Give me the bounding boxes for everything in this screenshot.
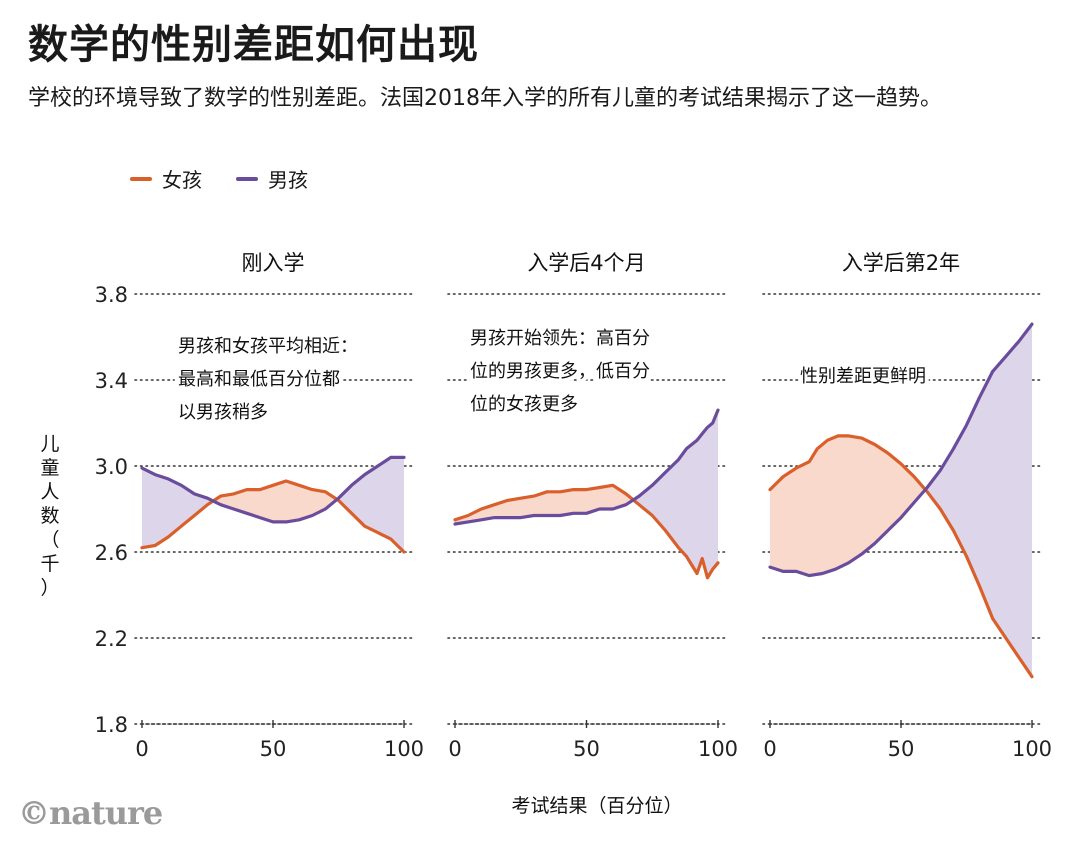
page-title: 数学的性别差距如何出现 bbox=[28, 22, 479, 68]
y-tick-label: 3.4 bbox=[95, 369, 128, 393]
series-line-girls bbox=[453, 483, 720, 580]
gap-area-girls-ahead bbox=[455, 485, 634, 525]
x-tick-label: 50 bbox=[888, 737, 915, 761]
y-axis-label-char: 童 bbox=[40, 457, 59, 479]
panel-annotation-line: 最高和最低百分位都 bbox=[178, 369, 340, 390]
legend-label-boys: 男孩 bbox=[268, 168, 308, 192]
panel-annotation-line: 位的女孩更多 bbox=[470, 394, 578, 415]
gap-area-boys-ahead bbox=[337, 457, 404, 552]
panel-title: 入学后4个月 bbox=[527, 251, 645, 275]
y-axis-label-char: ） bbox=[40, 577, 59, 599]
series-line-boys bbox=[140, 455, 406, 524]
panel-annotation-line: 位的男孩更多，低百分 bbox=[470, 361, 650, 382]
y-axis-label-char: （ bbox=[40, 529, 59, 551]
panel-title: 入学后第2年 bbox=[842, 251, 960, 275]
x-tick-label: 50 bbox=[260, 737, 287, 761]
y-axis-label-char: 儿 bbox=[40, 433, 59, 455]
y-axis-label-char: 人 bbox=[40, 481, 59, 503]
y-tick-label: 2.6 bbox=[95, 541, 128, 565]
page-subtitle: 学校的环境导致了数学的性别差距。法国2018年入学的所有儿童的考试结果揭示了这一… bbox=[28, 86, 942, 111]
panel-title: 刚入学 bbox=[242, 251, 305, 275]
x-tick-label: 0 bbox=[763, 737, 776, 761]
legend-item-boys: 男孩 bbox=[236, 164, 308, 193]
panel-annotation-line: 性别差距更鲜明 bbox=[800, 366, 926, 387]
x-tick-label: 100 bbox=[1012, 737, 1052, 761]
y-tick-label: 3.8 bbox=[95, 283, 128, 307]
chart-legend: 女孩 男孩 bbox=[130, 164, 308, 193]
gap-area-boys-ahead bbox=[633, 410, 718, 578]
legend-item-girls: 女孩 bbox=[130, 164, 202, 193]
panel-annotation-line: 男孩和女孩平均相近： bbox=[178, 336, 358, 357]
gap-area-girls-ahead bbox=[214, 481, 338, 522]
legend-label-girls: 女孩 bbox=[162, 168, 202, 192]
legend-swatch-girls bbox=[130, 176, 152, 181]
x-tick-label: 0 bbox=[448, 737, 461, 761]
series-line-girls bbox=[768, 434, 1034, 679]
panel-annotation-line: 男孩开始领先：高百分 bbox=[470, 328, 650, 349]
y-axis-label-char: 数 bbox=[40, 505, 59, 527]
y-tick-label: 1.8 bbox=[95, 713, 128, 737]
x-axis-label: 考试结果（百分位） bbox=[511, 795, 682, 817]
nature-credit-logo: ©nature bbox=[18, 794, 163, 832]
series-line-girls bbox=[140, 479, 406, 554]
panel-annotation-line: 以男孩稍多 bbox=[178, 402, 268, 423]
x-tick-label: 100 bbox=[698, 737, 738, 761]
gap-area-boys-ahead bbox=[925, 324, 1032, 677]
gap-area-girls-ahead bbox=[770, 435, 926, 576]
y-axis-label-char: 千 bbox=[40, 553, 59, 575]
legend-swatch-boys bbox=[236, 176, 258, 181]
gap-area-boys-ahead bbox=[142, 468, 215, 548]
y-tick-label: 3.0 bbox=[95, 455, 128, 479]
x-tick-label: 100 bbox=[384, 737, 424, 761]
y-tick-label: 2.2 bbox=[95, 627, 128, 651]
x-tick-label: 50 bbox=[573, 737, 600, 761]
series-line-boys bbox=[768, 322, 1034, 578]
series-line-boys bbox=[453, 408, 720, 526]
x-tick-label: 0 bbox=[135, 737, 148, 761]
